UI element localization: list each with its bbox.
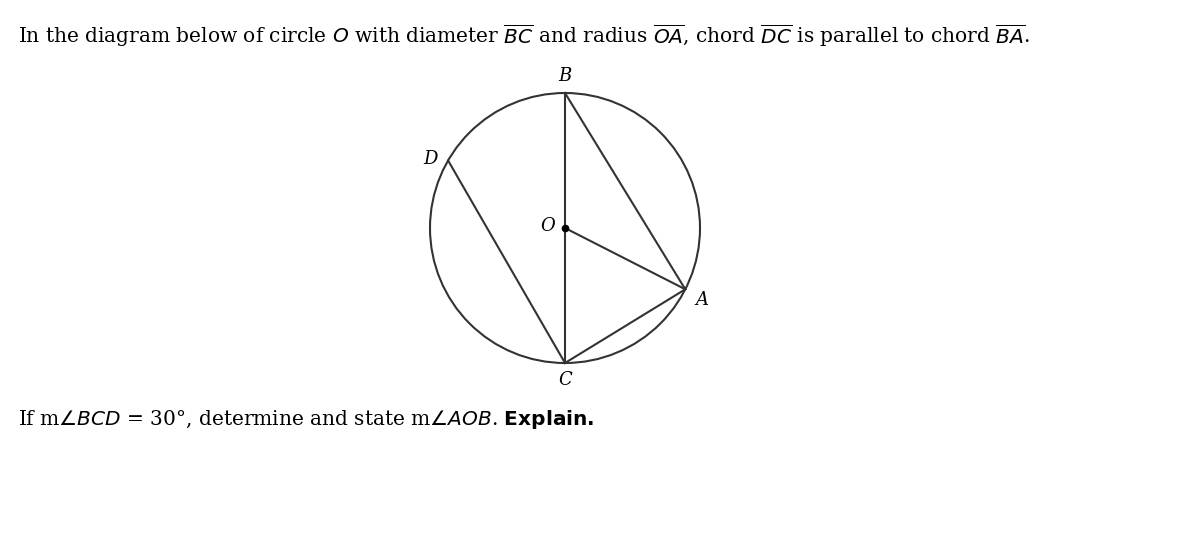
Text: In the diagram below of circle $\mathit{O}$ with diameter $\overline{BC}$ and ra: In the diagram below of circle $\mathit{… bbox=[18, 22, 1030, 49]
Text: If m$\angle \mathit{BCD}$ = 30°, determine and state m$\angle \mathit{AOB}$. $\b: If m$\angle \mathit{BCD}$ = 30°, determi… bbox=[18, 408, 594, 431]
Text: B: B bbox=[558, 67, 571, 85]
Text: C: C bbox=[558, 371, 572, 389]
Text: A: A bbox=[695, 291, 708, 309]
Text: D: D bbox=[424, 149, 438, 168]
Text: O: O bbox=[540, 217, 554, 235]
